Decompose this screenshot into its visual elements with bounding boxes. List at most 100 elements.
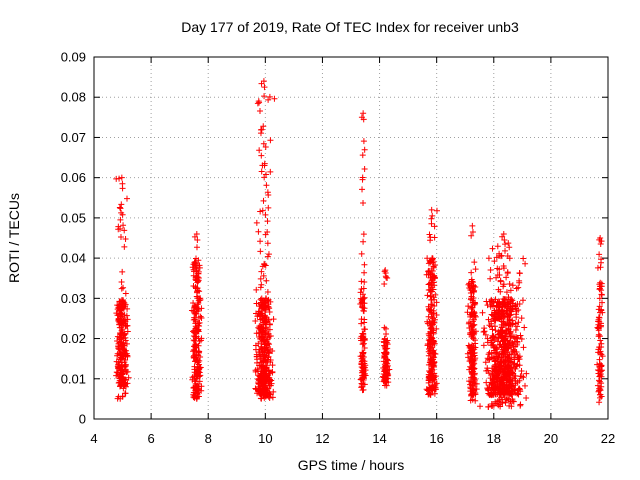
data-point	[430, 337, 437, 344]
data-point	[194, 328, 201, 335]
data-point	[424, 318, 431, 325]
data-point	[360, 285, 367, 292]
data-point	[191, 392, 198, 399]
data-point	[261, 315, 268, 322]
data-point	[361, 278, 368, 285]
data-point	[119, 375, 126, 382]
data-point	[472, 266, 479, 273]
data-point	[465, 303, 472, 310]
data-point	[504, 253, 511, 260]
data-point	[430, 329, 437, 336]
data-point	[118, 201, 125, 208]
data-point	[122, 290, 129, 297]
data-point	[118, 306, 125, 313]
data-point	[517, 386, 524, 393]
data-point	[360, 350, 367, 357]
data-point	[382, 325, 389, 332]
data-point	[597, 235, 604, 241]
data-point	[598, 256, 605, 263]
data-point	[360, 200, 367, 207]
data-point	[122, 322, 129, 329]
data-point	[122, 381, 129, 388]
data-point	[119, 352, 126, 359]
data-point	[470, 288, 477, 295]
data-point	[598, 340, 605, 347]
data-point	[427, 292, 434, 299]
data-point	[432, 291, 439, 298]
data-point	[194, 365, 201, 372]
data-point	[194, 237, 201, 244]
data-point	[196, 288, 203, 295]
data-point	[256, 147, 263, 154]
data-point	[472, 397, 479, 404]
data-point	[118, 313, 125, 320]
data-point	[470, 335, 477, 342]
data-point	[194, 293, 201, 300]
data-point	[116, 204, 123, 211]
data-point	[428, 206, 435, 213]
x-tick-label: 14	[372, 431, 386, 446]
data-point	[497, 341, 504, 348]
data-point	[361, 319, 368, 326]
data-point	[194, 301, 201, 308]
data-point	[258, 382, 265, 389]
data-point	[267, 168, 274, 175]
data-point	[256, 107, 263, 114]
data-point	[477, 403, 484, 410]
data-point	[520, 344, 527, 351]
y-tick-label: 0.01	[61, 371, 86, 386]
data-point	[359, 361, 366, 368]
data-point	[253, 386, 260, 393]
data-point	[507, 287, 514, 294]
data-point	[359, 174, 366, 181]
data-point	[197, 354, 204, 361]
data-point	[360, 331, 367, 338]
data-point	[491, 258, 498, 265]
x-tick-label: 12	[315, 431, 329, 446]
data-point	[502, 302, 509, 309]
data-point	[509, 367, 516, 374]
data-point	[256, 388, 263, 395]
data-point	[510, 370, 517, 377]
data-point	[258, 268, 265, 275]
data-point	[486, 370, 493, 377]
data-point	[260, 78, 267, 85]
data-point	[597, 264, 604, 271]
data-point	[470, 299, 477, 306]
data-point	[262, 318, 269, 325]
data-point	[502, 357, 509, 364]
data-point	[514, 379, 521, 386]
data-point	[357, 295, 364, 302]
data-point	[506, 244, 513, 251]
data-point	[503, 363, 510, 370]
data-point	[121, 227, 128, 234]
data-point	[118, 285, 125, 292]
axis-ticks	[93, 56, 609, 420]
data-point	[430, 340, 437, 347]
data-point	[596, 295, 603, 302]
data-point	[257, 248, 264, 255]
data-point	[360, 116, 367, 123]
data-point	[470, 390, 477, 397]
data-point	[195, 297, 202, 304]
data-point	[596, 286, 603, 293]
data-point	[383, 330, 390, 337]
data-point	[498, 304, 505, 311]
data-point	[427, 338, 434, 345]
data-point	[114, 333, 121, 340]
data-point	[429, 367, 436, 374]
data-point	[473, 380, 480, 387]
data-point	[382, 273, 389, 280]
data-point	[596, 303, 603, 310]
data-point	[487, 390, 494, 397]
data-point	[490, 379, 497, 386]
data-point	[120, 284, 127, 291]
data-point	[381, 280, 388, 287]
data-point	[512, 326, 519, 333]
data-point	[480, 342, 487, 349]
data-point	[487, 266, 494, 273]
data-point	[266, 305, 273, 312]
data-point	[119, 296, 126, 303]
data-point	[265, 393, 272, 400]
data-point	[359, 291, 366, 298]
